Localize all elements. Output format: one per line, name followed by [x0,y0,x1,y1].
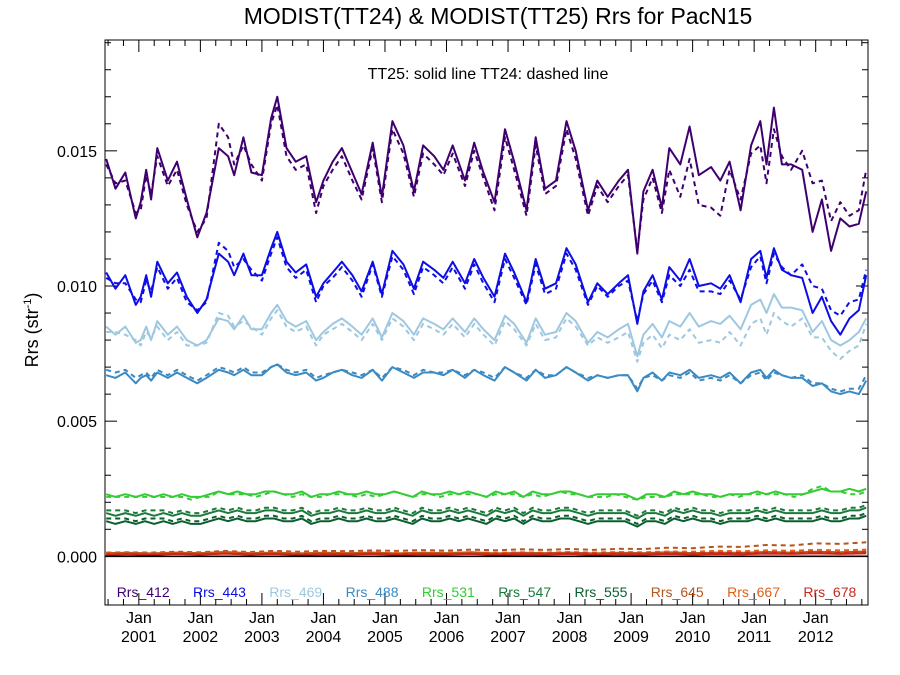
legend-entry: Rrs_547 [498,584,551,600]
x-tick-year: 2012 [798,629,834,646]
legend-entry: Rrs_678 [803,584,856,600]
series-rrs-531-tt25-solid [105,487,867,501]
legend-entry: Rrs_412 [117,584,170,600]
x-tick-month: Jan [803,610,829,627]
x-tick-month: Jan [680,610,706,627]
y-axis-label-superscript: -1 [22,299,34,309]
x-axis: Jan 2001 Jan 2002 Jan 2003 Jan 2004 Jan 2005 Jan 20… [107,40,863,646]
legend-entry: Rrs_645 [651,584,704,600]
series-rrs-469-tt25-solid [105,293,868,358]
y-axis-label-end: ) [22,293,42,299]
series-rrs-412-tt24-dashed [105,103,868,252]
x-tick-month: Jan [618,610,644,627]
y-tick-label: 0.015 [57,144,97,161]
series-rrs-645-tt24-dashed [106,541,867,554]
series-rrs-547-tt25-solid [105,506,867,520]
x-tick-year: 2002 [183,629,219,646]
x-tick-year: 2008 [552,629,588,646]
y-axis-label-text: Rrs (str [22,308,42,367]
x-tick-year: 2004 [306,629,342,646]
series-rrs-488-tt25-solid [105,363,868,396]
y-axis: 0.000 0.005 0.010 0.015 [57,42,868,566]
x-tick-year: 2003 [244,629,280,646]
series-rrs-488-tt24-dashed [105,363,868,393]
series-rrs-555-tt25-solid [105,514,867,528]
y-tick-label: 0.000 [57,549,97,566]
x-tick-month: Jan [187,610,213,627]
chart-title: MODIST(TT24) & MODIST(TT25) Rrs for PacN… [244,3,753,29]
plot-area: 0.000 0.005 0.010 0.015 Jan 2001 Jan 2002 Jan 20… [57,39,869,646]
y-tick-label: 0.010 [57,279,97,296]
x-tick-year: 2007 [490,629,526,646]
legend-entry: Rrs_488 [346,584,399,600]
series-rrs-678-tt24-dashed [106,551,867,556]
x-tick-month: Jan [249,610,275,627]
x-tick-month: Jan [126,610,152,627]
x-tick-month: Jan [434,610,460,627]
legend: Rrs_412 Rrs_443 Rrs_469 Rrs_488 Rrs_531 Rrs_5… [117,584,857,600]
series-rrs-443-tt24-dashed [105,236,868,323]
legend-entry: Rrs_555 [574,584,627,600]
x-tick-year: 2001 [121,629,157,646]
legend-entry: Rrs_443 [193,584,246,600]
series-lines [105,95,868,556]
x-tick-year: 2009 [613,629,649,646]
x-tick-month: Jan [741,610,767,627]
x-tick-month: Jan [495,610,521,627]
x-tick-month: Jan [557,610,583,627]
series-rrs-469-tt24-dashed [106,309,868,363]
legend-entry: Rrs_469 [269,584,322,600]
y-axis-label: Rrs (str-1) [22,293,42,368]
series-rrs-412-tt25-solid [105,95,868,255]
series-rrs-667-tt24-dashed [106,548,867,555]
x-tick-year: 2005 [367,629,403,646]
plot-frame [104,39,869,606]
legend-entry: Rrs_667 [727,584,780,600]
x-tick-year: 2006 [429,629,465,646]
series-rrs-678-tt25-solid [106,552,867,556]
y-tick-label: 0.005 [57,414,97,431]
x-tick-year: 2010 [675,629,711,646]
line-style-annotation: TT25: solid line TT24: dashed line [368,66,609,83]
x-tick-year: 2011 [737,629,772,646]
x-tick-month: Jan [372,610,398,627]
legend-entry: Rrs_531 [422,584,475,600]
series-rrs-443-tt25-solid [105,230,868,336]
x-tick-month: Jan [311,610,337,627]
